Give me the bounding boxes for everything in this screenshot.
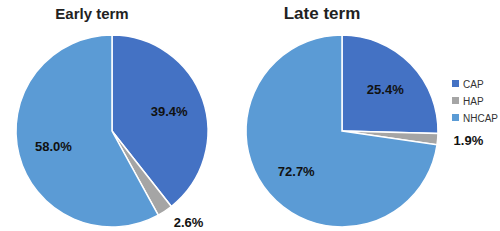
data-label: 1.9% xyxy=(454,133,484,148)
legend-label: CAP xyxy=(463,79,484,90)
chart-title: Late term xyxy=(284,4,361,23)
legend-swatch xyxy=(452,97,459,104)
data-labels: 39.4% 2.6% 58.0% xyxy=(35,104,204,230)
data-label: 39.4% xyxy=(151,104,188,119)
legend-label: NHCAP xyxy=(463,113,498,124)
chart-title: Early term xyxy=(55,5,128,22)
data-label: 58.0% xyxy=(35,139,72,154)
legend-swatch xyxy=(452,114,459,121)
chart-root: CAPHAPNHCAPEarly term39.4%2.6%58.0%CAPHA… xyxy=(0,0,500,231)
data-label: 25.4% xyxy=(367,82,404,97)
data-labels: 25.4% 1.9% 72.7% xyxy=(278,82,484,179)
data-label: 72.7% xyxy=(278,164,315,179)
data-label: 2.6% xyxy=(174,215,204,230)
chart-svg: CAPHAPNHCAPEarly term39.4%2.6%58.0%CAPHA… xyxy=(0,0,500,231)
legend-label: HAP xyxy=(463,96,484,107)
pie-slice: NHCAP xyxy=(246,35,437,227)
pie-slice: CAP xyxy=(342,35,438,133)
pie: CAPHAPNHCAP xyxy=(16,35,208,227)
pie-slice: NHCAP xyxy=(16,35,158,227)
legend: CAP HAP NHCAP xyxy=(452,79,498,124)
pie: CAPHAPNHCAP xyxy=(246,35,438,227)
legend-swatch xyxy=(452,80,459,87)
